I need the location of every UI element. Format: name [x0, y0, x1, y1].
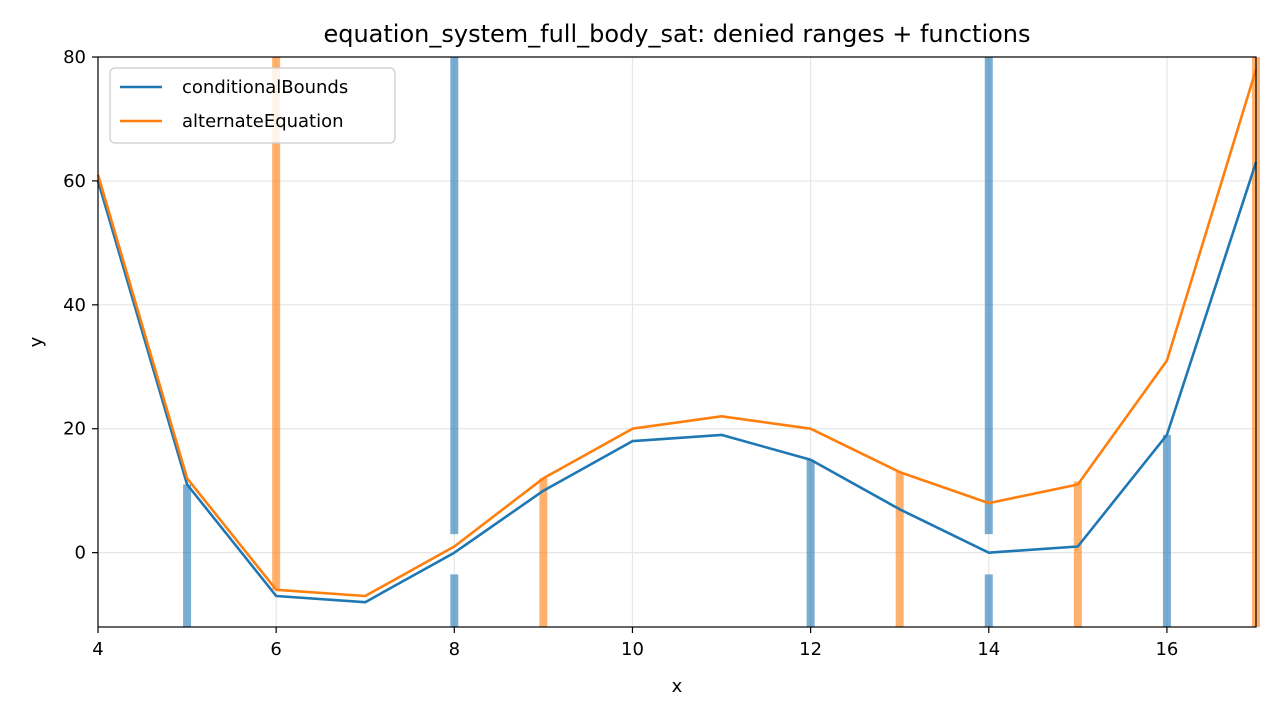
- axis-ticks: 4 6 8 10 12 14 16 0 20 40 60 80: [63, 47, 1178, 660]
- series-lines: [96, 69, 1258, 604]
- plot-frame: [97, 56, 1257, 628]
- y-tick-label: 60: [63, 171, 86, 192]
- legend: conditionalBounds alternateEquation: [109, 67, 396, 144]
- x-tick-label: 14: [977, 639, 1000, 660]
- legend-label: alternateEquation: [182, 111, 344, 132]
- y-tick-label: 20: [63, 419, 86, 440]
- y-tick-label: 0: [75, 543, 86, 564]
- chart-title: equation_system_full_body_sat: denied ra…: [323, 20, 1030, 48]
- y-tick-label: 80: [63, 47, 86, 68]
- x-axis-label: x: [672, 676, 683, 697]
- x-tick-label: 16: [1155, 639, 1178, 660]
- series-line-alternateEquation: [96, 69, 1258, 598]
- y-axis-label: y: [26, 336, 47, 347]
- x-tick-label: 6: [270, 639, 281, 660]
- legend-box: [109, 67, 396, 144]
- y-tick-label: 40: [63, 295, 86, 316]
- series-line-conditionalBounds: [96, 161, 1258, 604]
- x-tick-label: 8: [449, 639, 460, 660]
- x-tick-label: 4: [92, 639, 103, 660]
- legend-label: conditionalBounds: [182, 77, 348, 98]
- x-tick-label: 12: [799, 639, 822, 660]
- x-tick-label: 10: [621, 639, 644, 660]
